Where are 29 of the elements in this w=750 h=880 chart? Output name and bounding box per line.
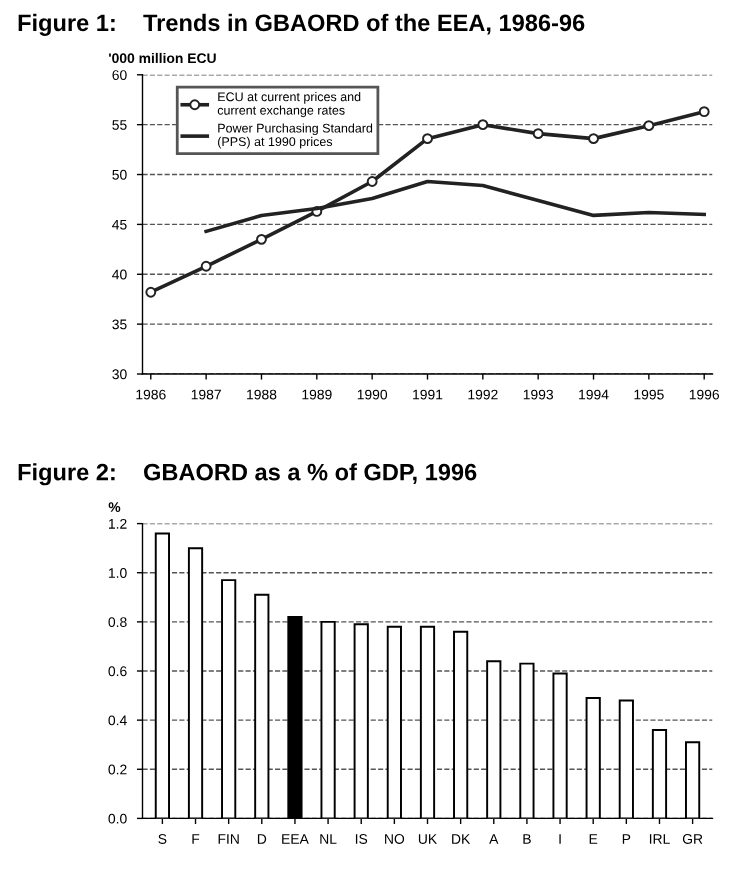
point [366, 176, 378, 187]
bar [419, 625, 436, 819]
point [532, 128, 544, 140]
point [643, 120, 655, 132]
point [200, 260, 212, 272]
point [698, 106, 710, 118]
bar [221, 579, 237, 819]
point [145, 286, 157, 298]
bar [585, 697, 601, 819]
chart-title: Figure 2: GBAORD as a % of GDP, 1996 [18, 463, 477, 486]
point [256, 233, 267, 245]
bar [453, 630, 469, 819]
bar [618, 699, 634, 819]
point [422, 133, 433, 145]
point [588, 133, 599, 145]
bar [187, 547, 204, 819]
bar [320, 620, 336, 819]
bar [651, 728, 668, 819]
bar [519, 662, 535, 819]
bar [552, 672, 568, 819]
bar [254, 593, 270, 819]
bar [685, 741, 701, 819]
bar [353, 623, 369, 819]
bar [486, 660, 502, 819]
chart-title: Figure 1: Trends in GBAORD of the EEA, 1986-96 [18, 13, 585, 36]
bar [287, 615, 303, 819]
bar [154, 532, 170, 819]
point [477, 119, 489, 131]
bar [386, 625, 402, 819]
